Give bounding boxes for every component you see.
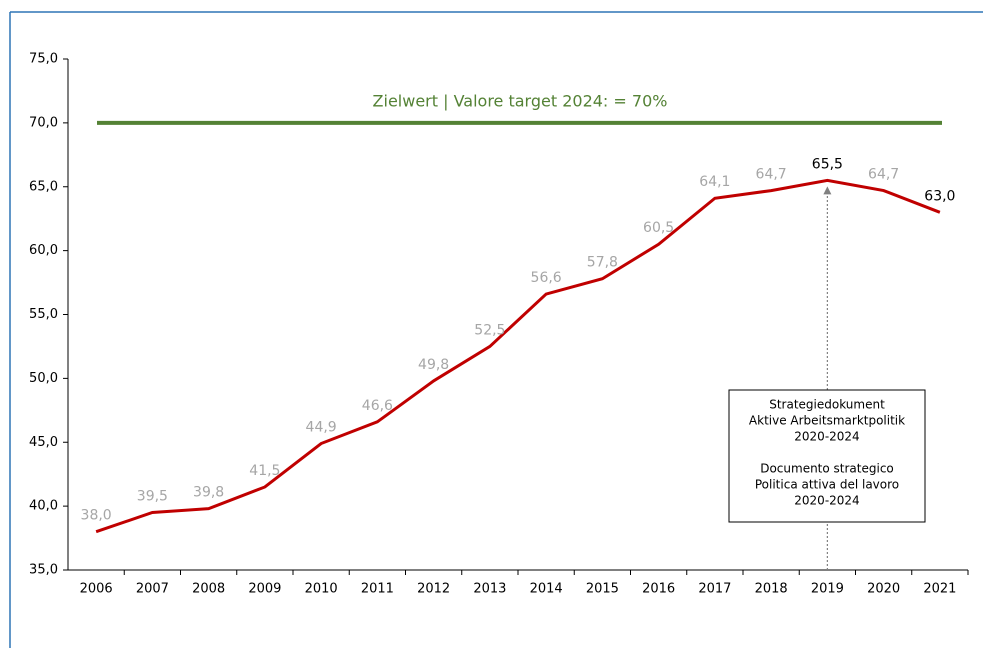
- x-tick-label: 2015: [586, 582, 619, 597]
- y-tick-label: 60,0: [29, 243, 58, 258]
- value-label: 64,7: [868, 167, 899, 183]
- value-label: 65,5: [812, 156, 843, 172]
- x-tick-label: 2021: [923, 582, 956, 597]
- y-tick-label: 45,0: [29, 435, 58, 450]
- y-tick-label: 75,0: [29, 52, 58, 67]
- x-tick-label: 2013: [473, 582, 506, 597]
- value-label: 38,0: [81, 508, 112, 524]
- x-tick-label: 2017: [698, 582, 731, 597]
- value-label: 46,6: [362, 398, 393, 414]
- x-tick-label: 2011: [361, 582, 394, 597]
- x-tick-label: 2016: [642, 582, 675, 597]
- x-tick-label: 2010: [305, 582, 338, 597]
- annotation-text: Strategiedokument: [769, 398, 885, 412]
- x-tick-label: 2006: [80, 582, 113, 597]
- value-label: 49,8: [418, 357, 449, 373]
- y-tick-label: 65,0: [29, 179, 58, 194]
- value-label: 41,5: [249, 463, 280, 479]
- value-label: 63,0: [924, 188, 955, 204]
- annotation-text: 2020-2024: [794, 430, 859, 444]
- target-label: Zielwert | Valore target 2024: = 70%: [373, 91, 668, 110]
- y-tick-label: 55,0: [29, 307, 58, 322]
- arrow-head: [823, 186, 832, 195]
- x-tick-label: 2008: [192, 582, 225, 597]
- x-tick-label: 2019: [811, 582, 844, 597]
- annotation-text: Documento strategico: [760, 462, 894, 476]
- x-tick-label: 2018: [755, 582, 788, 597]
- annotation-text: Aktive Arbeitsmarktpolitik: [749, 414, 905, 428]
- data-line: [95, 178, 941, 534]
- value-label: 64,7: [756, 167, 787, 183]
- annotation-text: 2020-2024: [794, 494, 859, 508]
- value-label: 39,5: [137, 489, 168, 505]
- value-label: 39,8: [193, 485, 224, 501]
- x-tick-label: 2009: [248, 582, 281, 597]
- y-tick-label: 70,0: [29, 115, 58, 130]
- x-tick-label: 2007: [136, 582, 169, 597]
- x-tick-label: 2020: [867, 582, 900, 597]
- value-label: 60,5: [643, 220, 674, 236]
- annotation-text: Politica attiva del lavoro: [755, 478, 899, 492]
- value-label: 57,8: [587, 255, 618, 271]
- annotation-box: [728, 389, 926, 523]
- x-tick-label: 2014: [530, 582, 563, 597]
- value-label: 44,9: [306, 420, 337, 436]
- y-tick-label: 35,0: [29, 563, 58, 578]
- y-tick-label: 50,0: [29, 371, 58, 386]
- value-label: 64,1: [699, 174, 730, 190]
- x-tick-label: 2012: [417, 582, 450, 597]
- y-tick-label: 40,0: [29, 499, 58, 514]
- value-label: 56,6: [531, 270, 562, 286]
- value-label: 52,5: [474, 322, 505, 338]
